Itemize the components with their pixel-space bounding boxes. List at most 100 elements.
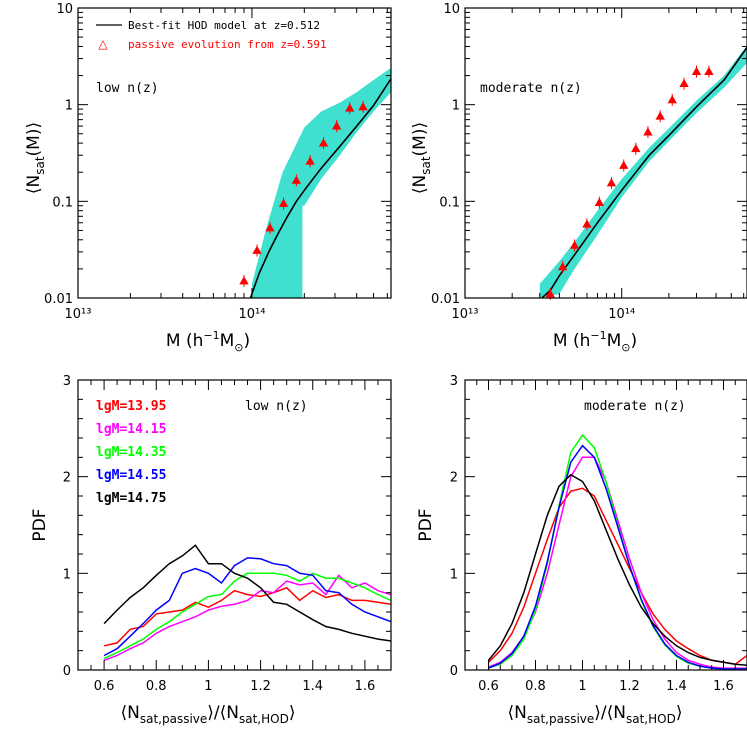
- tick-label: 3: [63, 374, 71, 389]
- scatter-band: [251, 67, 391, 298]
- passive-point: [655, 110, 665, 123]
- ylabel-top-left: ⟨Nsat(M)⟩: [24, 122, 47, 194]
- tick-label: 0.1: [52, 195, 73, 210]
- tick-label: 0: [450, 664, 458, 679]
- tick-label: 10¹⁴: [238, 307, 265, 322]
- plot-frame: [464, 379, 747, 671]
- passive-point: [318, 137, 329, 150]
- passive-point: [631, 142, 641, 155]
- passive-point: [582, 218, 592, 231]
- tick-label: 1.2: [250, 679, 271, 694]
- passive-point: [691, 65, 702, 78]
- tick-label: 0.1: [439, 195, 460, 210]
- tick-label: 10: [443, 2, 460, 17]
- panel-pdf-moderate: 0.6 0.8 1 1.2 1.4 1.6 0 1 2 3 moderate n(z): [450, 374, 747, 694]
- legend-lgm-2: lgM=14.15: [96, 422, 166, 437]
- xlabel-top-left: M (h−1M⊙): [166, 329, 250, 354]
- legend-lgm-1: lgM=13.95: [96, 399, 166, 414]
- tick-label: 1.6: [713, 679, 734, 694]
- xlabel-top-right: M (h−1M⊙): [553, 329, 637, 354]
- legend-marker-icon: △: [98, 37, 108, 51]
- legend-lgm-3: lgM=14.35: [96, 445, 166, 460]
- tick-label: 1: [450, 567, 458, 582]
- passive-point: [305, 155, 315, 168]
- passive-point: [265, 221, 275, 234]
- pdf-line-1415: [103, 574, 391, 662]
- pdf-line-1455: [103, 557, 391, 657]
- pdf-line-1475: [487, 473, 747, 666]
- ylabel-bottom-right: PDF: [416, 508, 436, 541]
- legend-lgm-5: lgM=14.75: [96, 491, 166, 506]
- legend-marker-label: passive evolution from z=0.591: [128, 38, 327, 51]
- tick-label: 0: [63, 664, 71, 679]
- tick-label: 1: [578, 679, 586, 694]
- model-curves-low: [249, 78, 391, 298]
- passive-point: [569, 239, 580, 252]
- tick-label: 1: [452, 99, 460, 114]
- passive-point: [332, 120, 342, 133]
- annotation-moderate-nz: moderate n(z): [480, 81, 582, 96]
- pdf-curves-moderate: [487, 433, 747, 670]
- tick-label: 0.6: [478, 679, 499, 694]
- passive-points-low: [239, 100, 368, 287]
- pdf-line-1475: [103, 544, 391, 642]
- passive-point: [278, 197, 289, 210]
- passive-point: [643, 126, 653, 139]
- passive-point: [345, 102, 355, 115]
- best-fit-hod-curve: [541, 47, 747, 298]
- tick-label: 1: [63, 567, 71, 582]
- panel-nsat-moderate: 10¹³ 10¹⁴ 0.01 0.1 1 10 moderate n(z): [431, 2, 747, 322]
- tick-label: 0.8: [146, 679, 167, 694]
- plot-frame: [77, 7, 392, 299]
- tick-label: 2: [63, 471, 71, 486]
- tick-label: 2: [450, 471, 458, 486]
- passive-point: [239, 274, 249, 287]
- model-curves-moderate: [541, 47, 747, 298]
- tick-label: 10¹³: [452, 307, 479, 322]
- annotation-pdf-moderate-nz: moderate n(z): [584, 399, 686, 414]
- tick-label: 1: [65, 99, 73, 114]
- tick-label: 0.8: [525, 679, 546, 694]
- scatter-band-low: [251, 67, 391, 298]
- plot-frame: [464, 7, 747, 299]
- tick-label: 10: [56, 2, 73, 17]
- passive-point: [606, 176, 617, 189]
- pdf-line-1395: [487, 487, 747, 665]
- pdf-line-1435: [488, 433, 747, 670]
- tick-label: 1.2: [619, 679, 640, 694]
- legend-lgm-4: lgM=14.55: [96, 468, 166, 483]
- ylabel-top-right: ⟨Nsat(M)⟩: [410, 122, 433, 194]
- axes-low: 10¹³ 10¹⁴ 0.01 0.1 1 10: [44, 2, 392, 322]
- xlabel-bottom-left: ⟨Nsat,passive⟩/⟨Nsat,HOD⟩: [121, 703, 296, 726]
- ylabel-bottom-left: PDF: [30, 508, 50, 541]
- tick-label: 0.01: [44, 292, 73, 307]
- tick-label: 3: [450, 374, 458, 389]
- passive-points-moderate: [545, 65, 714, 300]
- legend-line-label: Best-fit HOD model at z=0.512: [128, 19, 320, 32]
- tick-label: 1: [204, 679, 212, 694]
- annotation-pdf-low-nz: low n(z): [245, 399, 308, 414]
- passive-point: [667, 93, 677, 106]
- axes-moderate: 10¹³ 10¹⁴ 0.01 0.1 1 10: [431, 2, 747, 322]
- passive-point: [679, 77, 689, 90]
- panel-nsat-low: 10¹³ 10¹⁴ 0.01 0.1 1 10 low n(z) Best-fit HOD…: [44, 2, 392, 322]
- passive-point: [291, 174, 302, 187]
- tick-label: 10¹⁴: [608, 307, 635, 322]
- pdf-curves-low: [103, 544, 391, 662]
- tick-label: 1.6: [355, 679, 376, 694]
- pdf-line-1435: [103, 572, 391, 660]
- tick-label: 1.4: [666, 679, 687, 694]
- passive-point: [557, 260, 568, 273]
- pdf-line-1415: [488, 456, 747, 669]
- passive-point: [358, 100, 368, 113]
- pdf-line-1455: [488, 444, 747, 670]
- tick-label: 1.4: [302, 679, 323, 694]
- passive-point: [619, 159, 629, 172]
- axes-pdf-low: 0.6 0.8 1 1.2 1.4 1.6 0 1 2 3: [63, 374, 392, 694]
- passive-point: [704, 65, 714, 78]
- axes-pdf-moderate: 0.6 0.8 1 1.2 1.4 1.6 0 1 2 3: [450, 374, 747, 694]
- tick-label: 0.6: [94, 679, 115, 694]
- xlabel-bottom-right: ⟨Nsat,passive⟩/⟨Nsat,HOD⟩: [508, 703, 683, 726]
